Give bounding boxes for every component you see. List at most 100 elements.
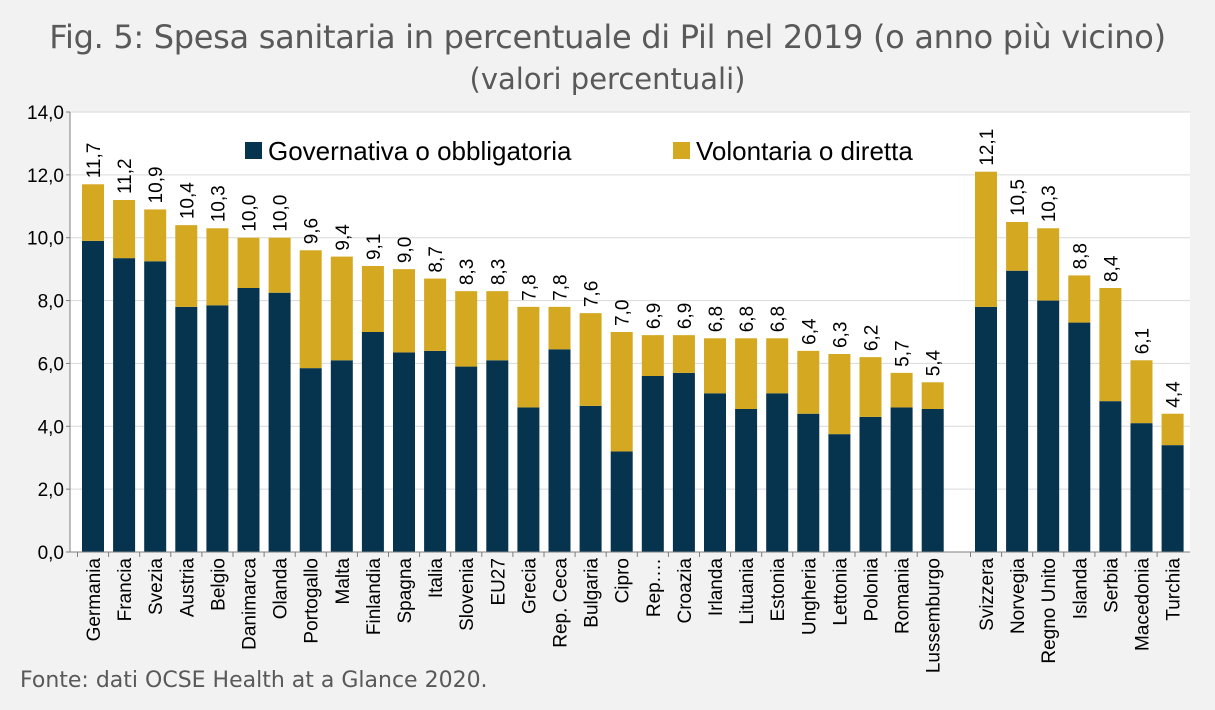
bar-volontaria-francia (113, 200, 136, 259)
data-label-portogallo: 9,6 (302, 218, 323, 244)
data-label-irlanda: 6,8 (706, 306, 727, 332)
data-label-austria: 10,4 (177, 182, 198, 219)
data-label-islanda: 8,8 (1070, 243, 1091, 269)
bars (82, 171, 1184, 552)
bar-governativa-lettonia (828, 434, 851, 552)
x-category-label-turchia: Turchia (1164, 558, 1185, 621)
source-note: Fonte: dati OCSE Health at a Glance 2020… (20, 668, 488, 693)
bar-volontaria-finlandia (361, 266, 384, 332)
x-category-label-finlandia: Finlandia (364, 558, 385, 636)
data-label-svezia: 10,9 (146, 166, 167, 203)
y-tick-label: 14,0 (27, 103, 64, 124)
x-category-label-bulgaria: Bulgaria (582, 558, 603, 628)
data-label-lituania: 6,8 (737, 306, 758, 332)
data-label-romania: 5,7 (893, 340, 914, 366)
data-label-ungheria: 6,4 (799, 318, 820, 345)
bar-governativa-danimarca (237, 288, 260, 552)
bar-volontaria-croazia (672, 335, 695, 373)
data-label-grecia: 7,8 (519, 274, 540, 300)
bar-volontaria-norvegia (1006, 222, 1029, 271)
x-category-label-grecia: Grecia (519, 558, 540, 614)
x-category-label-eu27: EU27 (488, 558, 509, 606)
bar-governativa-serbia (1099, 401, 1122, 552)
bar-governativa-rep-ceca (548, 349, 571, 552)
chart-title: Fig. 5: Spesa sanitaria in percentuale d… (49, 18, 1166, 56)
x-category-label-croazia: Croazia (675, 558, 696, 624)
bar-governativa-germania (82, 240, 104, 552)
bar-volontaria-romania (890, 372, 913, 408)
chart-subtitle: (valori percentuali) (469, 62, 746, 96)
x-category-label-austria: Austria (177, 558, 198, 618)
bar-volontaria-serbia (1099, 288, 1122, 402)
bar-governativa-olanda (268, 292, 291, 552)
y-tick-label: 4,0 (38, 417, 64, 438)
data-label-danimarca: 10,0 (240, 195, 261, 232)
data-label-norvegia: 10,5 (1008, 179, 1029, 216)
bar-governativa-austria (175, 306, 198, 552)
bar-volontaria-slovenia (455, 291, 478, 367)
bar-governativa-grecia (517, 407, 540, 552)
data-label-eu27: 8,3 (488, 259, 509, 285)
bar-volontaria-lettonia (828, 354, 851, 435)
y-tick-label: 6,0 (38, 354, 64, 375)
bar-volontaria-spagna (393, 269, 415, 353)
x-category-label-irlanda: Irlanda (706, 558, 727, 617)
bar-volontaria-irlanda (704, 338, 726, 394)
bar-governativa-bulgaria (579, 405, 602, 552)
bar-governativa-slovenia (455, 366, 478, 552)
data-label-rep-ceca: 7,8 (551, 274, 572, 300)
bar-governativa-eu27 (486, 360, 509, 552)
x-category-label-regno-unito: Regno Unito (1039, 558, 1060, 664)
data-label-rep: 6,9 (644, 303, 665, 329)
x-category-label-svezia: Svezia (146, 558, 167, 615)
x-category-label-romania: Romania (893, 558, 914, 634)
bar-governativa-malta (330, 360, 353, 552)
bar-governativa-spagna (393, 352, 415, 552)
data-label-turchia: 4,4 (1164, 381, 1185, 408)
data-label-francia: 11,2 (115, 158, 136, 194)
data-labels: 11,7 11,2 10,9 10,4 10,3 10,0 10,0 9,6 9,4 9,1 9,0… (84, 129, 1185, 408)
x-category-label-portogallo: Portogallo (302, 558, 323, 644)
x-category-label-lussemburgo: Lussemburgo (924, 558, 945, 673)
y-tick-label: 12,0 (27, 166, 64, 187)
bar-governativa-turchia (1161, 445, 1184, 552)
bar-governativa-svizzera (975, 306, 997, 552)
x-category-label-italia: Italia (426, 558, 447, 599)
bar-volontaria-regno-unito (1037, 228, 1060, 301)
x-category-label-cipro: Cipro (613, 558, 634, 603)
data-label-lussemburgo: 5,4 (924, 349, 945, 376)
legend-swatch-governativa (245, 142, 262, 159)
bar-volontaria-rep-ceca (548, 306, 571, 350)
bar-governativa-islanda (1068, 322, 1091, 552)
bar-governativa-macedonia (1130, 423, 1153, 552)
bar-governativa-francia (113, 258, 136, 552)
bar-governativa-finlandia (361, 332, 384, 552)
bar-governativa-portogallo (299, 368, 322, 552)
data-label-belgio: 10,3 (208, 185, 229, 222)
x-category-label-ungheria: Ungheria (799, 558, 820, 636)
bar-governativa-irlanda (704, 393, 726, 552)
x-category-label-spagna: Spagna (395, 558, 416, 624)
bar-volontaria-lituania (735, 338, 758, 409)
bar-volontaria-bulgaria (579, 313, 602, 406)
x-axis: Germania Francia Svezia Austria Belgio Danima… (70, 551, 1190, 673)
legend-label-governativa: Governativa o obbligatoria (268, 136, 572, 166)
data-label-olanda: 10,0 (271, 195, 292, 232)
bar-volontaria-lussemburgo (921, 382, 944, 409)
bar-volontaria-ungheria (797, 350, 820, 414)
legend-swatch-volontaria (673, 142, 690, 159)
x-category-label-lettonia: Lettonia (830, 558, 851, 626)
data-label-croazia: 6,9 (675, 303, 696, 329)
y-tick-label: 2,0 (38, 480, 64, 501)
bar-governativa-svezia (144, 261, 167, 552)
x-category-label-francia: Francia (115, 558, 136, 622)
data-label-serbia: 8,4 (1101, 255, 1122, 282)
bar-volontaria-grecia (517, 306, 540, 408)
y-tick-label: 10,0 (27, 229, 64, 250)
data-label-slovenia: 8,3 (457, 259, 478, 285)
bar-governativa-croazia (672, 372, 695, 552)
data-label-estonia: 6,8 (768, 306, 789, 332)
data-label-finlandia: 9,1 (364, 234, 385, 260)
data-label-germania: 11,7 (84, 143, 105, 179)
